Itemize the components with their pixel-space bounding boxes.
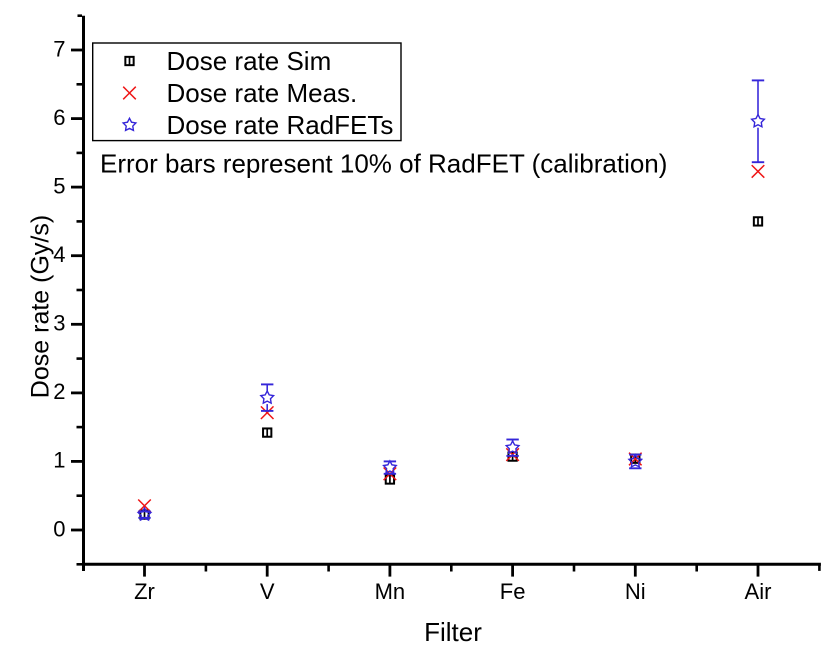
svg-text:Dose rate Sim: Dose rate Sim <box>167 46 332 76</box>
svg-text:6: 6 <box>53 105 65 130</box>
svg-text:Filter: Filter <box>424 617 482 647</box>
svg-text:Zr: Zr <box>134 579 155 604</box>
svg-text:Error bars represent 10% of Ra: Error bars represent 10% of RadFET (cali… <box>100 149 667 179</box>
svg-text:Dose rate Meas.: Dose rate Meas. <box>167 78 358 108</box>
svg-text:Dose rate (Gy/s): Dose rate (Gy/s) <box>27 215 55 398</box>
svg-text:V: V <box>260 579 275 604</box>
svg-text:Mn: Mn <box>375 579 406 604</box>
svg-text:3: 3 <box>53 311 65 336</box>
svg-text:Fe: Fe <box>500 579 526 604</box>
svg-text:4: 4 <box>53 242 65 267</box>
svg-text:Dose rate RadFETs: Dose rate RadFETs <box>167 110 394 140</box>
svg-text:5: 5 <box>53 173 65 198</box>
svg-text:2: 2 <box>53 379 65 404</box>
svg-text:Ni: Ni <box>625 579 646 604</box>
svg-text:7: 7 <box>53 36 65 61</box>
svg-text:0: 0 <box>53 516 65 541</box>
svg-text:Air: Air <box>745 579 772 604</box>
svg-text:1: 1 <box>53 448 65 473</box>
